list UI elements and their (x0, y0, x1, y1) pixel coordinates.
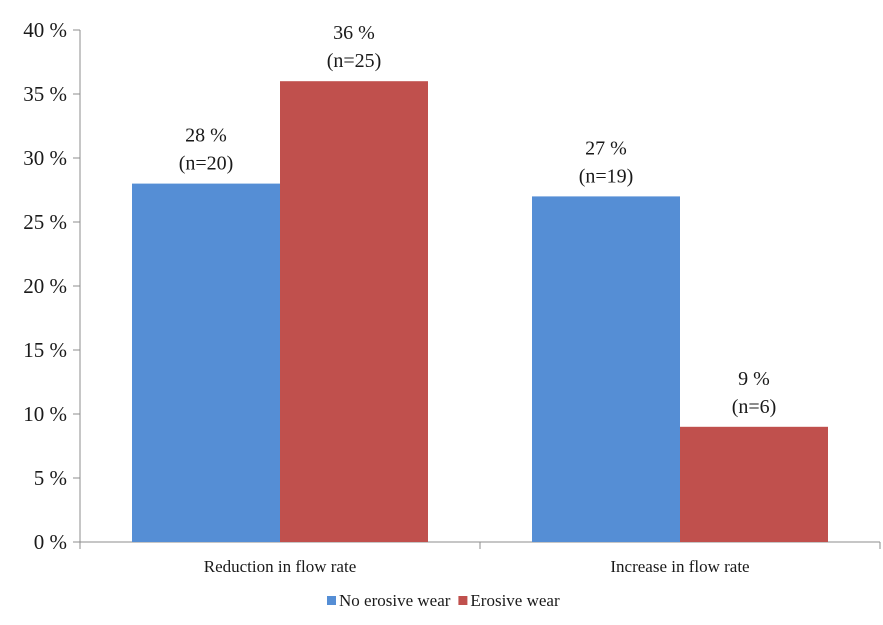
legend-swatch (327, 596, 336, 605)
data-label-count: (n=20) (179, 153, 234, 175)
bar (532, 196, 680, 542)
y-tick-label: 40 % (23, 18, 67, 42)
data-label-percent: 36 % (333, 22, 375, 44)
data-label-percent: 27 % (585, 137, 627, 159)
legend-label: Erosive wear (470, 591, 560, 610)
y-tick-label: 5 % (34, 466, 67, 490)
data-labels: 28 % (n=20) 27 % (n=19) 36 % (n=25) 9 % (n=6) (179, 22, 777, 418)
bar (280, 81, 428, 542)
data-label-percent: 28 % (185, 125, 227, 147)
x-category-label: Reduction in flow rate (204, 557, 357, 576)
legend-label: No erosive wear (339, 591, 451, 610)
legend: No erosive wear Erosive wear (327, 591, 560, 610)
y-tick-label: 25 % (23, 210, 67, 234)
data-label-count: (n=19) (579, 165, 634, 187)
y-tick-label: 30 % (23, 146, 67, 170)
y-tick-label: 20 % (23, 274, 67, 298)
y-tick-label: 15 % (23, 338, 67, 362)
data-label-percent: 9 % (738, 368, 770, 390)
y-tick-label: 10 % (23, 402, 67, 426)
x-category-label: Increase in flow rate (610, 557, 749, 576)
bar (680, 426, 828, 542)
legend-swatch (458, 596, 468, 605)
y-axis: 0 % 5 % 10 % 15 % 20 % 25 % 30 % 35 % 40 % (23, 18, 81, 554)
data-label-count: (n=25) (327, 50, 382, 72)
bar (132, 183, 280, 542)
y-tick-label: 35 % (23, 82, 67, 106)
data-label-count: (n=6) (732, 396, 777, 418)
x-axis: Reduction in flow rate Increase in flow r… (79, 541, 881, 576)
y-tick-label: 0 % (34, 530, 67, 554)
bars (132, 81, 828, 542)
